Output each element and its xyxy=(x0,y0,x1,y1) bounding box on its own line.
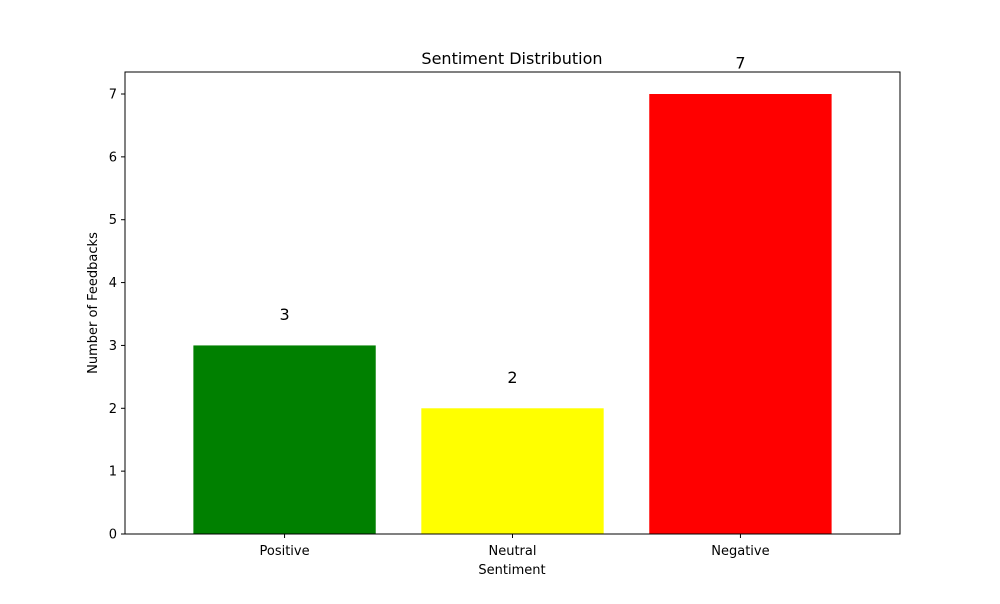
bar-neutral xyxy=(421,408,604,534)
data-label-negative: 7 xyxy=(735,54,745,73)
axes-layer: Positive Neutral Negative 0 1 2 3 4 5 6 7 xyxy=(109,71,901,559)
y-axis-label: Number of Feedbacks xyxy=(86,232,101,374)
y-tick-label: 4 xyxy=(109,276,117,291)
bars-layer xyxy=(193,94,832,534)
y-tick-label: 6 xyxy=(109,150,117,165)
data-label-positive: 3 xyxy=(279,305,289,324)
data-label-neutral: 2 xyxy=(507,368,517,387)
bar-positive xyxy=(193,345,376,534)
bar-negative xyxy=(649,94,832,534)
x-tick-label-neutral: Neutral xyxy=(489,544,537,559)
y-tick-label: 1 xyxy=(109,465,117,480)
labels-layer: 3 2 7 xyxy=(279,54,745,387)
x-axis-label: Sentiment xyxy=(478,563,545,578)
x-tick-label-negative: Negative xyxy=(711,544,769,559)
chart-title: Sentiment Distribution xyxy=(421,49,602,68)
y-tick-label: 3 xyxy=(109,339,117,354)
plot-frame xyxy=(124,71,901,535)
x-tick-label-positive: Positive xyxy=(259,544,309,559)
y-tick-label: 5 xyxy=(109,213,117,228)
y-tick-label: 2 xyxy=(109,402,117,417)
y-tick-label: 7 xyxy=(109,88,117,103)
y-tick-label: 0 xyxy=(109,528,117,543)
